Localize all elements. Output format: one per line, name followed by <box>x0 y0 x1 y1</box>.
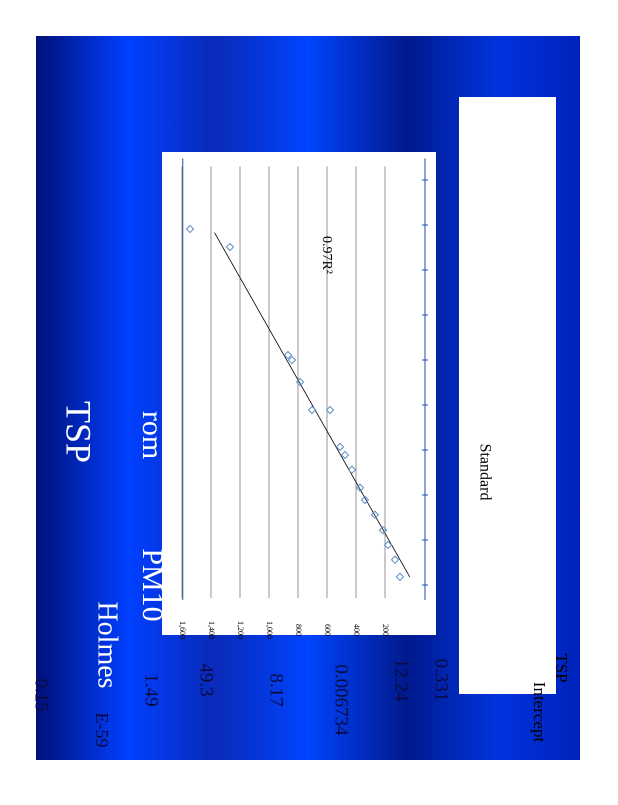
data-point <box>283 350 293 360</box>
data-point <box>335 442 345 452</box>
text-box <box>459 97 556 694</box>
value-text: 0.006734 <box>331 664 352 736</box>
y-tick-label: 200 <box>381 624 390 636</box>
data-point <box>287 355 297 365</box>
slide-text: TSP <box>59 401 99 463</box>
box-label: Standard <box>476 444 493 501</box>
data-point <box>185 224 195 234</box>
data-point <box>340 450 350 460</box>
data-point <box>225 242 235 252</box>
data-point <box>325 405 335 415</box>
value-text: 1.49 <box>141 673 162 706</box>
box-header: TSP <box>552 653 571 682</box>
data-point <box>307 405 317 415</box>
y-tick-label: 1,600 <box>178 621 187 639</box>
box-header: Intercept <box>530 682 549 743</box>
y-tick-label: 400 <box>352 624 361 636</box>
text-layer: StandardTSPInterceptromPM10TSPHolmesE-59… <box>31 401 571 748</box>
chart: 200 400 600 800 1,000 1,200 1,400 1,600 0.97R² <box>178 158 428 639</box>
data-point <box>347 465 357 475</box>
y-tick-label: 1,200 <box>236 621 245 639</box>
value-text: 8.17 <box>266 673 287 706</box>
data-point <box>355 483 365 493</box>
slide-text: Holmes <box>92 601 123 688</box>
data-point <box>395 572 405 582</box>
slide-text: PM10 <box>136 548 169 621</box>
y-tick-label: 1,000 <box>265 621 274 639</box>
value-text: 49.3 <box>196 663 217 696</box>
y-tick-label: 800 <box>294 624 303 636</box>
annotation: 0.97R² <box>319 236 334 274</box>
data-point <box>383 540 393 550</box>
value-text: 0.15 <box>31 678 52 711</box>
data-point <box>295 377 305 387</box>
y-tick-label: 600 <box>323 624 332 636</box>
data-point <box>370 510 380 520</box>
y-tick-label: 1,400 <box>207 621 216 639</box>
value-text: 12.24 <box>391 659 412 702</box>
trendline <box>214 232 411 578</box>
chart-area <box>162 152 436 635</box>
data-point <box>360 495 370 505</box>
data-point <box>390 555 400 565</box>
data-point <box>378 525 388 535</box>
slide-text: rom <box>136 411 169 459</box>
slide-text: E-59 <box>92 713 112 748</box>
value-text: 0.331 <box>431 659 452 702</box>
